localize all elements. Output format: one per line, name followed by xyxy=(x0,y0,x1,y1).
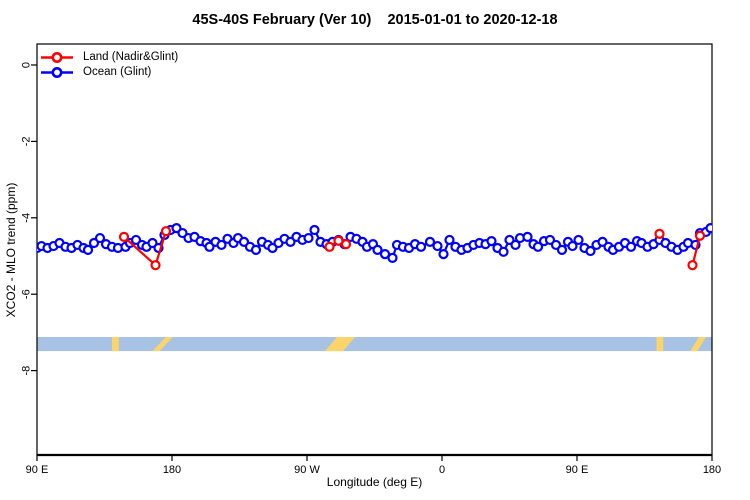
ocean-point xyxy=(432,240,443,252)
ocean-point xyxy=(309,224,320,236)
x-tick-label: 180 xyxy=(703,464,721,476)
y-tick-label: 0 xyxy=(21,62,33,68)
x-axis-label: Longitude (deg E) xyxy=(326,475,423,489)
land-point xyxy=(687,260,698,271)
x-tick-label: 90 E xyxy=(26,464,49,476)
ocean-point xyxy=(94,232,106,244)
land-point xyxy=(160,226,172,237)
land-patch xyxy=(112,336,119,352)
ocean-point xyxy=(424,236,436,247)
ocean-point xyxy=(387,252,398,264)
legend-label-land: Land (Nadir&Glint) xyxy=(83,51,179,63)
y-tick-label: -4 xyxy=(21,213,33,223)
ocean-point xyxy=(556,244,568,255)
x-tick-label: 0 xyxy=(439,464,445,476)
legend-marker-ocean-icon xyxy=(41,67,73,78)
ocean-point xyxy=(438,248,449,260)
ocean-point xyxy=(585,245,596,257)
ocean-point xyxy=(372,244,383,255)
legend-label-ocean: Ocean (Glint) xyxy=(83,66,152,78)
ocean-point xyxy=(498,246,509,257)
y-tick-label: -8 xyxy=(21,366,33,376)
land-patch xyxy=(690,336,706,352)
legend-circle-ocean xyxy=(51,67,63,78)
legend-item-land: Land (Nadir&Glint) xyxy=(40,50,178,65)
ocean-point xyxy=(573,234,584,246)
ocean-point xyxy=(444,234,455,246)
land-point xyxy=(324,241,335,252)
ocean-point xyxy=(379,248,391,260)
land-point xyxy=(150,260,161,271)
land-patch xyxy=(152,336,173,352)
ocean-point xyxy=(510,239,521,251)
chart-title: 45S-40S February (Ver 10) 2015-01-01 to … xyxy=(192,12,558,28)
ocean-point xyxy=(486,236,497,247)
x-tick-label: 90 W xyxy=(294,464,320,476)
ocean-point xyxy=(625,241,637,252)
land-patch xyxy=(325,336,355,352)
land-point xyxy=(118,231,130,242)
ocean-point xyxy=(303,232,314,244)
ocean-point xyxy=(705,223,712,234)
ocean-point xyxy=(522,231,533,242)
ocean-strip xyxy=(37,336,712,352)
land-point xyxy=(694,230,706,241)
ocean-point xyxy=(532,241,544,252)
series-group xyxy=(37,223,712,271)
ocean-point xyxy=(216,239,227,251)
land-patch xyxy=(656,336,664,352)
ocean-point xyxy=(82,244,94,255)
legend-circle-land xyxy=(51,52,63,63)
x-tick-label: 90 E xyxy=(566,464,589,476)
ocean-point xyxy=(567,240,578,252)
land-point xyxy=(654,228,665,239)
legend-item-ocean: Ocean (Glint) xyxy=(40,65,178,80)
y-axis-label: XCO2 - MLO trend (ppm) xyxy=(4,182,18,318)
y-tick-label: -6 xyxy=(21,289,33,299)
ocean-point xyxy=(250,244,262,255)
land-point xyxy=(340,239,352,250)
legend-marker-land-icon xyxy=(41,52,73,63)
legend: Land (Nadir&Glint) Ocean (Glint) xyxy=(40,50,178,80)
ocean-point xyxy=(415,241,427,252)
y-tick-label: -2 xyxy=(21,137,33,147)
x-tick-label: 180 xyxy=(163,464,181,476)
